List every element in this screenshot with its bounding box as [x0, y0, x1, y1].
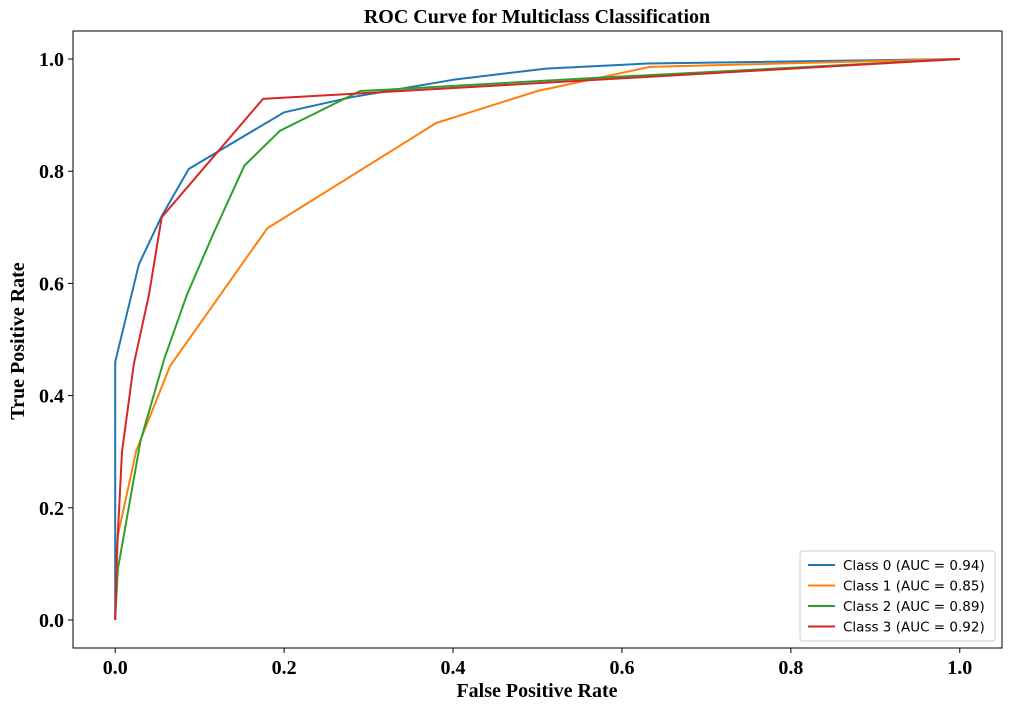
legend-label-class-0: Class 0 (AUC = 0.94) [843, 558, 985, 574]
plot-frame [72, 30, 1003, 649]
legend-label-class-3: Class 3 (AUC = 0.92) [843, 620, 985, 636]
x-tick-label: 0.6 [609, 657, 634, 679]
legend-label-class-2: Class 2 (AUC = 0.89) [843, 599, 985, 615]
legend-box [799, 550, 996, 642]
plot-area [114, 58, 960, 621]
x-tick-label: 0.4 [441, 657, 466, 679]
y-tick-label: 0.4 [39, 386, 64, 408]
chart-title: ROC Curve for Multiclass Classification [364, 6, 710, 28]
y-tick-label: 0.8 [39, 161, 64, 183]
legend: Class 0 (AUC = 0.94) Class 1 (AUC = 0.85)… [799, 550, 996, 642]
series-line-class-2 [114, 58, 960, 621]
y-tick-label: 1.0 [39, 49, 64, 71]
x-axis-label: False Positive Rate [456, 680, 617, 702]
y-axis-label: True Positive Rate [7, 262, 29, 419]
series-line-class-0 [114, 58, 960, 620]
x-tick-label: 0.2 [272, 657, 297, 679]
legend-label-class-1: Class 1 (AUC = 0.85) [843, 579, 985, 595]
y-tick-label: 0.6 [39, 273, 64, 295]
x-tick-label: 0.8 [778, 657, 803, 679]
series-line-class-1 [114, 58, 960, 621]
y-tick-label: 0.2 [39, 498, 64, 520]
x-tick-label: 0.0 [103, 657, 128, 679]
x-axis-ticks: 0.0 0.2 0.4 0.6 0.8 1.0 [103, 648, 972, 679]
x-tick-label: 1.0 [947, 657, 972, 679]
series-line-class-3 [114, 58, 960, 621]
y-tick-label: 0.0 [39, 610, 64, 632]
y-axis-ticks: 0.0 0.2 0.4 0.6 0.8 1.0 [39, 49, 73, 632]
